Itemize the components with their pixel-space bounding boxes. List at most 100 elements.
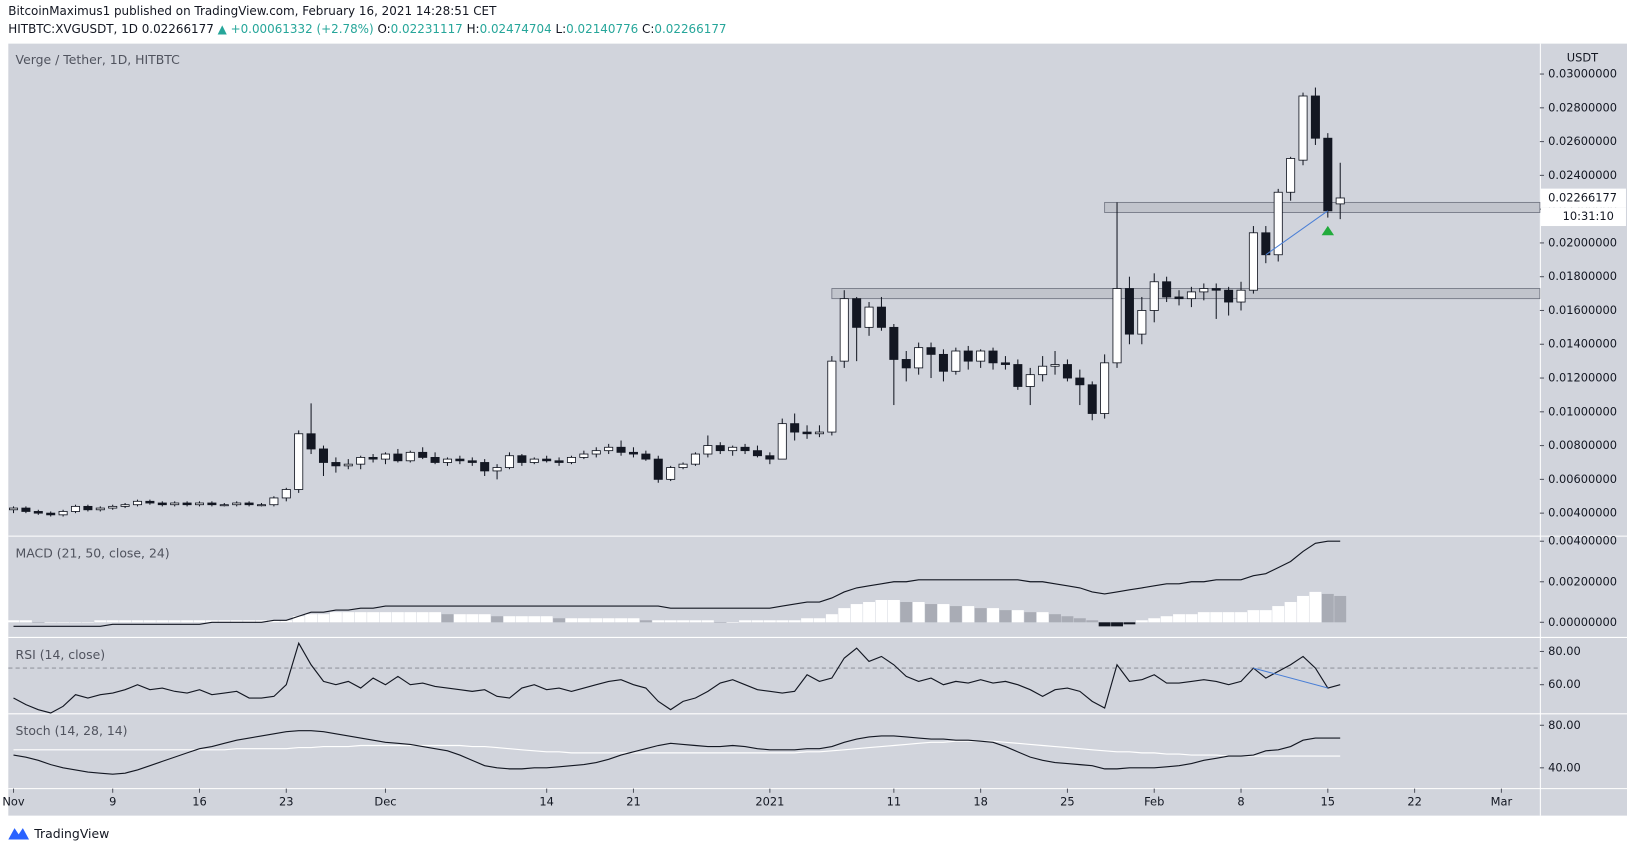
histogram-bar xyxy=(515,616,528,623)
x-tick-label: Mar xyxy=(1491,795,1513,809)
candle-body xyxy=(256,504,266,507)
y-tick-label: 0.01400000 xyxy=(1548,337,1617,351)
candle-body xyxy=(963,350,973,362)
candle-body xyxy=(591,450,601,455)
countdown-box xyxy=(1540,207,1626,227)
histogram-bar xyxy=(1049,614,1061,623)
candle-body xyxy=(579,453,589,458)
histogram-bar xyxy=(1259,610,1272,623)
histogram-bar xyxy=(106,620,119,623)
x-tick-label: 23 xyxy=(279,795,294,809)
histogram-bar xyxy=(404,612,417,623)
candle-body xyxy=(1013,364,1023,387)
candle-body xyxy=(1000,362,1010,365)
histogram-bar xyxy=(1197,612,1210,623)
y-tick-label: 80.00 xyxy=(1548,644,1581,658)
candle-body xyxy=(1112,288,1122,364)
candle-body xyxy=(170,502,180,506)
histogram-bar xyxy=(181,620,194,623)
price-tag-label: 0.02266177 xyxy=(1548,190,1617,204)
histogram-bar xyxy=(900,602,913,623)
histogram-bar xyxy=(714,622,727,623)
candle-body xyxy=(1335,197,1345,205)
histogram-bar xyxy=(69,622,82,623)
candle-body xyxy=(703,445,713,455)
candle-body xyxy=(269,497,279,506)
candle-body xyxy=(405,451,415,462)
y-tick-label: 40.00 xyxy=(1548,760,1581,774)
ohlc-value: 0.02266177 xyxy=(654,22,726,36)
histogram-bar xyxy=(763,620,776,623)
histogram-bar xyxy=(32,622,45,623)
last-price: 0.02266177 xyxy=(142,22,214,36)
price-tag xyxy=(1540,188,1626,208)
histogram-bar xyxy=(664,620,677,623)
x-tick-label: 14 xyxy=(539,795,554,809)
price-change: ▲ +0.00061332 (+2.78%) xyxy=(218,22,374,36)
candle-body xyxy=(566,456,576,463)
candle-body xyxy=(1075,377,1085,386)
y-tick-label: 0.00000000 xyxy=(1548,615,1617,629)
candle-body xyxy=(46,512,56,516)
chart-background xyxy=(8,43,1627,816)
y-tick-label: 0.02400000 xyxy=(1548,168,1617,182)
x-tick-label: Feb xyxy=(1144,795,1164,809)
candle-body xyxy=(852,298,862,328)
y-tick-label: 0.03000000 xyxy=(1548,67,1617,81)
candle-body xyxy=(728,446,738,452)
x-tick-label: 8 xyxy=(1237,795,1244,809)
histogram-bar xyxy=(1272,606,1285,623)
histogram-bar xyxy=(776,620,789,623)
candle-body xyxy=(318,448,328,463)
candle-body xyxy=(219,504,229,507)
indicator-line xyxy=(13,740,1341,757)
x-tick-label: Nov xyxy=(2,795,24,809)
histogram-bar xyxy=(825,614,838,623)
x-tick-label: Dec xyxy=(374,795,396,809)
histogram-bar xyxy=(1185,614,1198,623)
histogram-bar xyxy=(751,620,764,623)
candle-body xyxy=(480,462,490,472)
support-zone xyxy=(1104,201,1541,213)
histogram-bar xyxy=(887,600,900,623)
candle-body xyxy=(976,350,986,362)
candle-body xyxy=(368,456,378,460)
y-tick-label: 0.00200000 xyxy=(1548,574,1617,588)
histogram-bar xyxy=(81,622,94,623)
histogram-bar xyxy=(689,620,702,623)
histogram-bar xyxy=(1210,612,1223,623)
candle-body xyxy=(1137,310,1147,335)
candle-body xyxy=(752,450,762,457)
candle-body xyxy=(467,460,477,463)
candle-body xyxy=(232,502,242,506)
candle-body xyxy=(70,505,81,512)
candle-body xyxy=(653,458,663,480)
candle-body xyxy=(157,502,167,506)
countdown: 10:31:10 xyxy=(1563,209,1614,223)
histogram-bar xyxy=(193,620,206,623)
histogram-bar xyxy=(739,620,752,623)
histogram-bar xyxy=(627,618,640,623)
candle-body xyxy=(1050,364,1060,367)
candle-body xyxy=(1310,95,1320,139)
histogram-bar xyxy=(850,604,863,623)
candle-body xyxy=(839,298,849,362)
histogram-bar xyxy=(813,618,826,623)
histogram-bar xyxy=(156,620,169,623)
candle-body xyxy=(33,511,43,514)
histogram-bar xyxy=(925,604,937,623)
histogram-bar xyxy=(1011,610,1024,623)
candle-body xyxy=(604,446,614,452)
y-tick-label: 0.02600000 xyxy=(1548,134,1617,148)
candle-body xyxy=(529,458,539,463)
brand-logo xyxy=(8,828,30,840)
candle-body xyxy=(1199,288,1209,293)
histogram-bar xyxy=(1235,612,1247,623)
candle-body xyxy=(21,507,31,512)
candle-body xyxy=(442,458,452,463)
histogram-bar xyxy=(528,616,541,623)
candle-body xyxy=(715,445,725,452)
histogram-bar xyxy=(119,620,132,623)
candle-body xyxy=(306,433,316,450)
